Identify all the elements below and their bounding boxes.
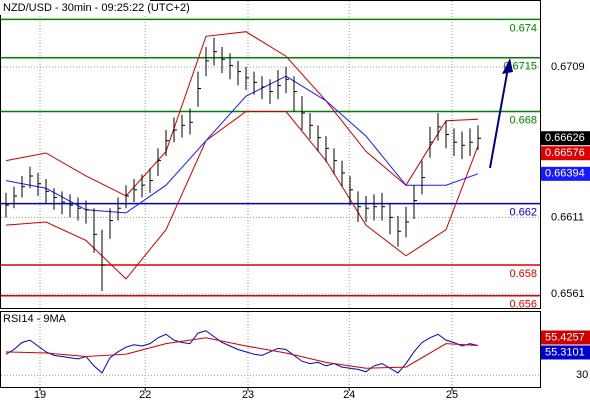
series-line xyxy=(5,337,479,369)
y-tick-label: 30 xyxy=(576,369,588,381)
price-box xyxy=(541,166,590,181)
rsi-panel xyxy=(0,311,541,388)
series-line xyxy=(5,330,479,374)
level-label: 0.658 xyxy=(509,268,537,280)
level-label: 0.674 xyxy=(509,22,537,34)
x-tick-label: 24 xyxy=(343,389,355,400)
x-tick-label: 25 xyxy=(446,389,458,400)
price-label: 0.66626 xyxy=(545,132,585,144)
value-box xyxy=(541,345,590,360)
arrow-head xyxy=(502,58,513,74)
value-label: 55.4257 xyxy=(545,331,585,343)
price-box xyxy=(541,131,590,146)
price-label: 0.66576 xyxy=(545,147,585,159)
level-label: 0.668 xyxy=(509,114,537,126)
level-label: 0.656 xyxy=(509,299,537,311)
y-tick-label: 0.6709 xyxy=(551,61,585,73)
rsi-title: RSI14 - 9MA xyxy=(3,313,67,325)
y-tick-label: 0.6611 xyxy=(551,211,584,223)
price-panel xyxy=(0,0,541,309)
x-tick-label: 23 xyxy=(242,389,254,400)
value-box xyxy=(541,330,590,345)
price-label: 0.66394 xyxy=(545,168,585,180)
value-label: 55.3101 xyxy=(545,346,585,358)
level-label: 0.662 xyxy=(509,207,537,219)
chart-title: NZD/USD - 30min - 09:25:22 (UTC+2) xyxy=(3,2,190,14)
x-tick-label: 22 xyxy=(139,389,151,400)
price-box xyxy=(541,146,590,161)
overlay-line xyxy=(5,111,479,280)
arrow xyxy=(489,67,509,169)
title-bg xyxy=(0,0,150,15)
x-tick-label: 19 xyxy=(34,389,46,400)
y-tick-label: 0.6561 xyxy=(551,288,585,300)
